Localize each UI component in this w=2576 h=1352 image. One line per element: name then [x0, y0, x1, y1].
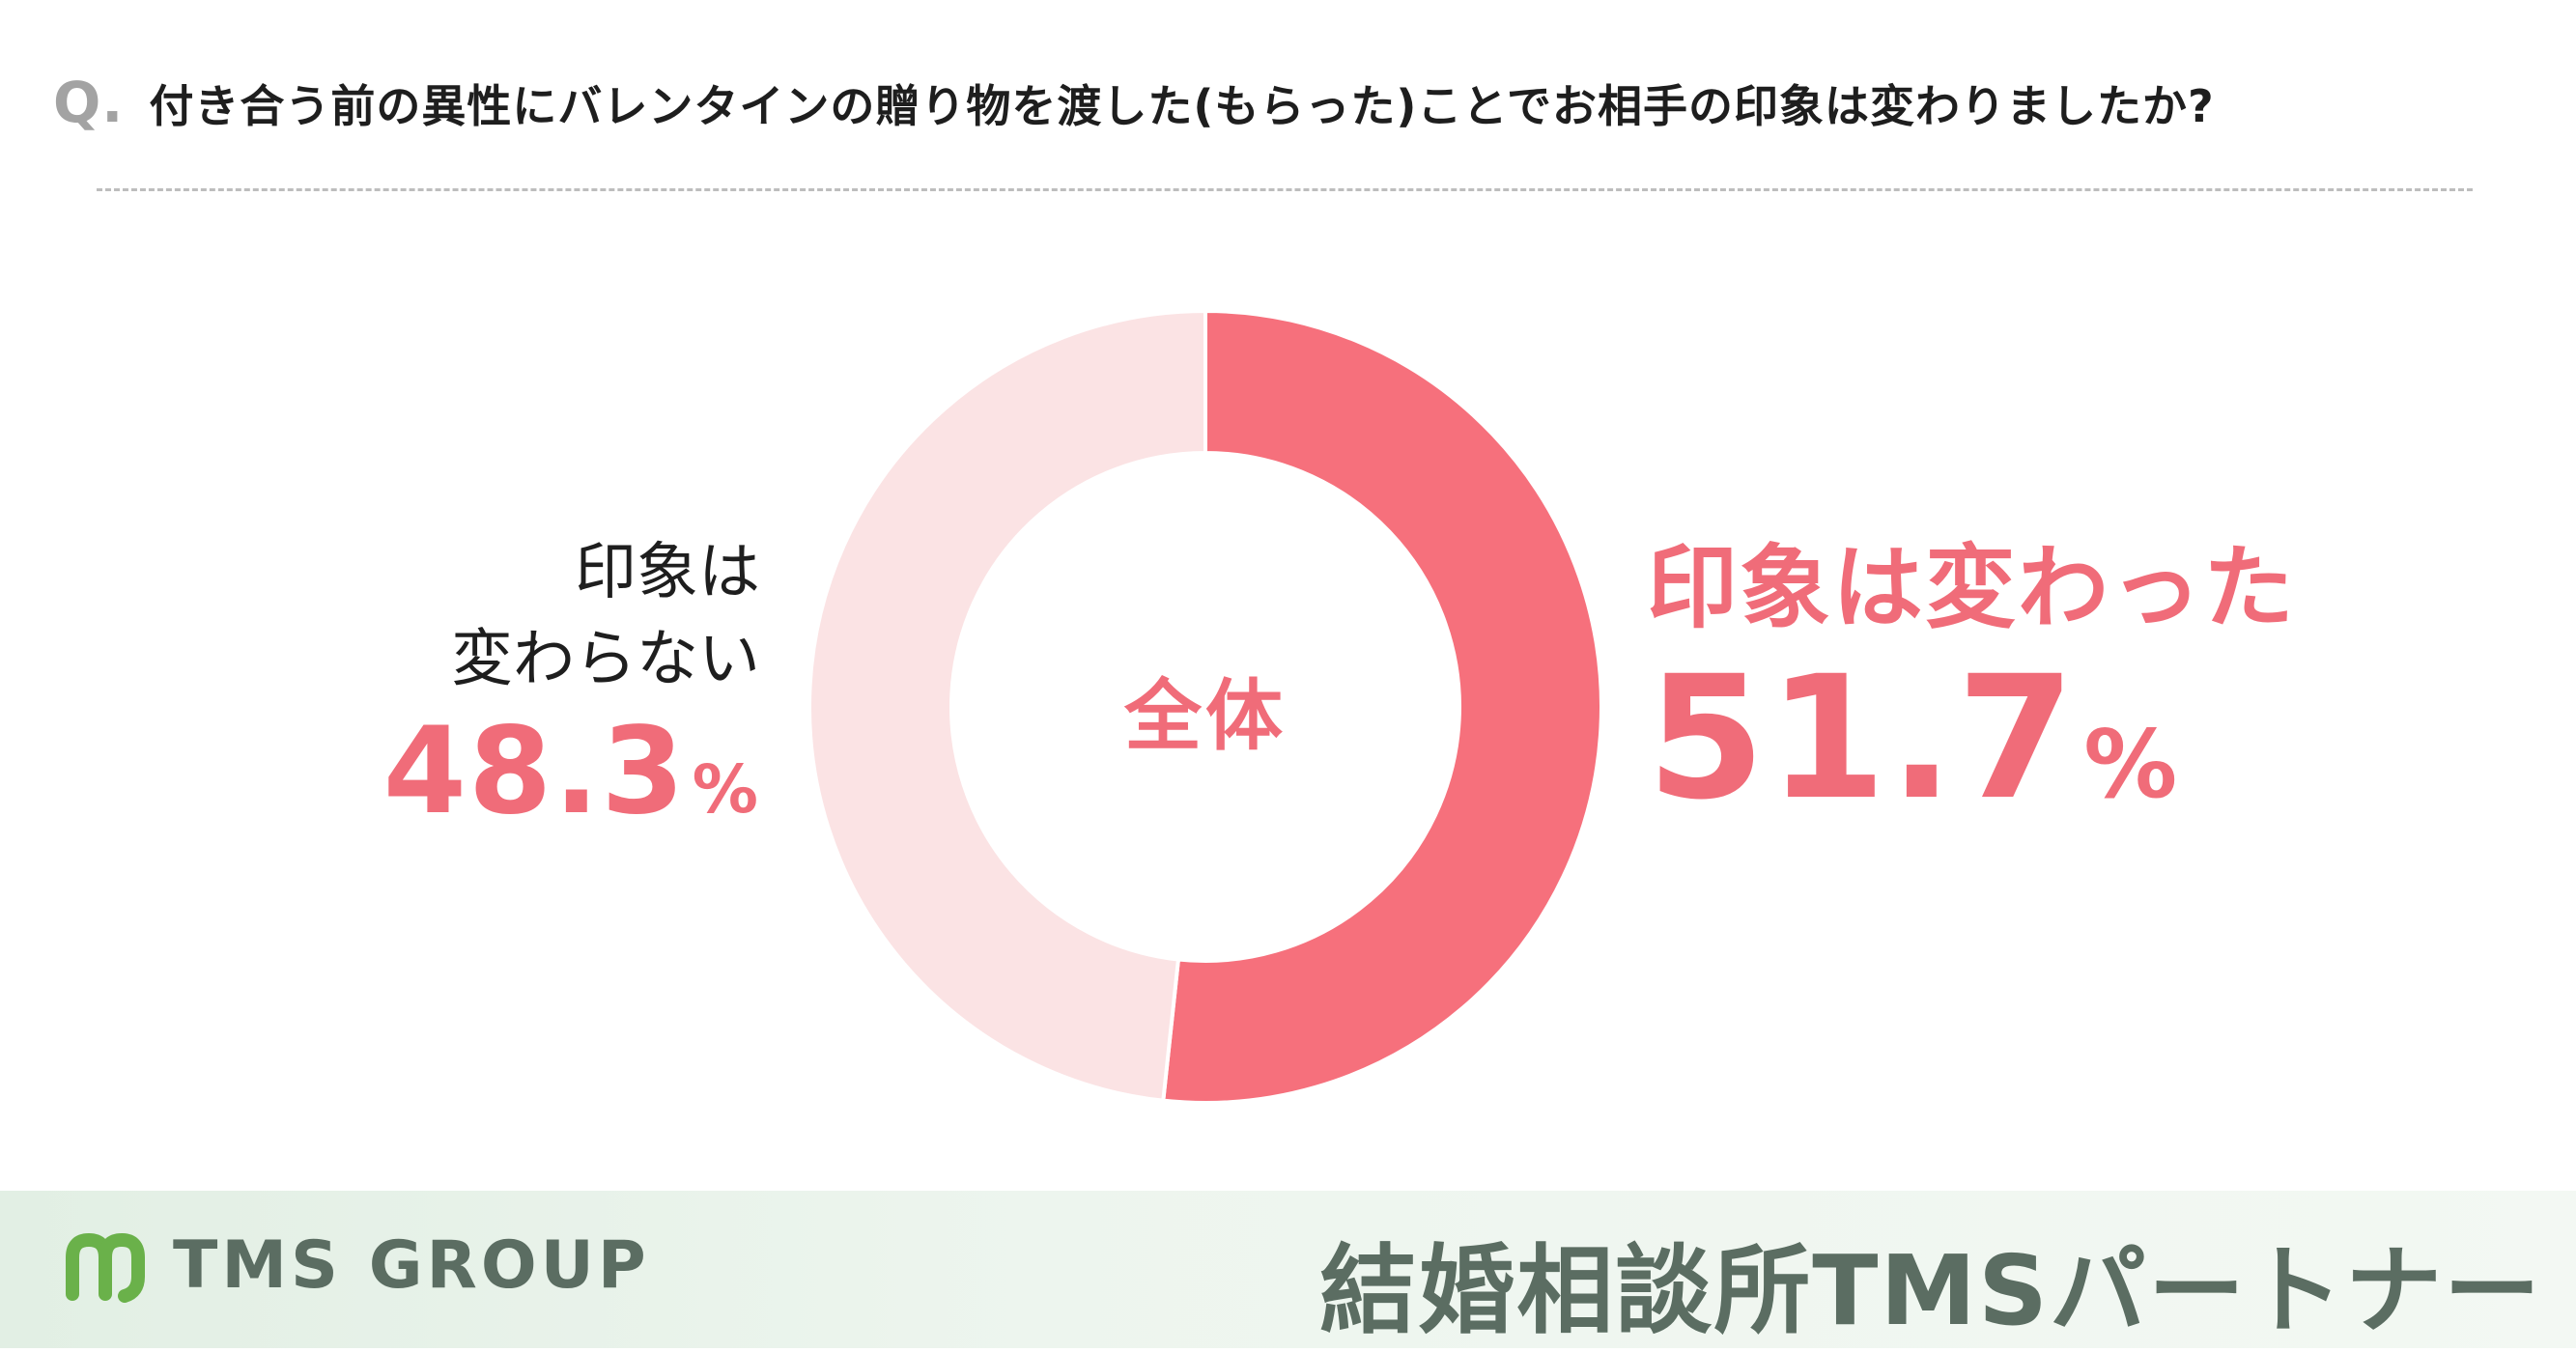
donut-chart: [807, 308, 1604, 1105]
dashed-divider: [97, 188, 2473, 191]
slice-value-changed: 51.7%: [1647, 652, 2296, 852]
slice-label-changed: 印象は変わった 51.7%: [1647, 536, 2296, 852]
slice-value-changed-unit: %: [2083, 710, 2181, 819]
slice-label-unchanged-line2: 変わらない: [451, 624, 760, 695]
question-prefix: Q.: [53, 70, 125, 135]
donut-slice-changed: [1161, 308, 1604, 1105]
slice-label-unchanged: 印象は 変わらない 48.3%: [383, 529, 760, 854]
tms-group-name: TMS GROUP: [173, 1226, 650, 1304]
chart-center-label: 全体: [1124, 671, 1287, 761]
tms-group-brand: TMS GROUP: [63, 1226, 650, 1304]
partner-name: 結婚相談所TMSパートナー: [1319, 1234, 2542, 1347]
slice-label-unchanged-line1: 印象は: [575, 537, 760, 608]
tms-logo-icon: [66, 1232, 145, 1303]
slice-value-unchanged-number: 48.3: [382, 702, 687, 841]
question-heading: Q. 付き合う前の異性にバレンタインの贈り物を渡した(もらった)ことでお相手の印…: [53, 70, 2215, 135]
footer-band: TMS GROUP 結婚相談所TMSパートナー: [0, 1191, 2576, 1348]
slice-label-changed-name: 印象は変わった: [1647, 536, 2297, 641]
slice-value-unchanged-unit: %: [692, 752, 760, 829]
slice-value-changed-number: 51.7: [1647, 639, 2079, 837]
donut-slice-unchanged: [807, 308, 1207, 1103]
slice-value-unchanged: 48.3%: [383, 709, 760, 854]
question-text: 付き合う前の異性にバレンタインの贈り物を渡した(もらった)ことでお相手の印象は変…: [149, 80, 2215, 132]
